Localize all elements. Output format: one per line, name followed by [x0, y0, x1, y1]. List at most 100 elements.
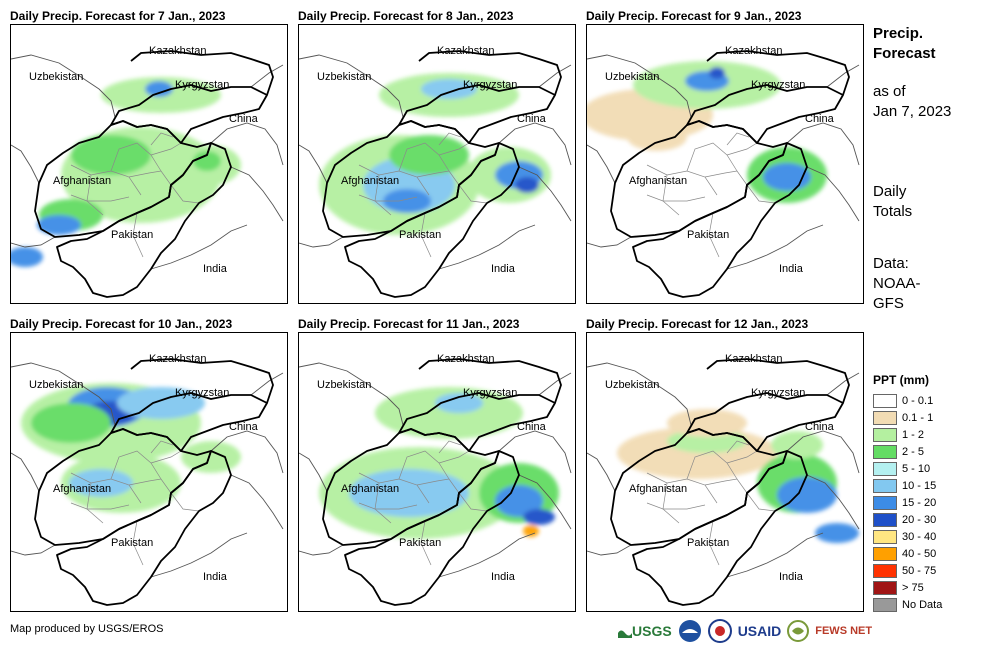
country-border [299, 54, 404, 118]
legend-item: > 75 [873, 579, 942, 596]
province-boundary [70, 194, 130, 202]
focus-country-outline [418, 358, 562, 404]
focus-country-outline [632, 142, 808, 298]
country-label-uzbekistan: Uzbekistan [317, 379, 372, 391]
panel-title: Daily Precip. Forecast for 9 Jan., 2023 [586, 9, 802, 23]
country-border [210, 122, 284, 166]
province-boundary [686, 142, 738, 172]
focus-country-outline [706, 358, 850, 404]
country-label-china: China [805, 113, 834, 125]
country-border [726, 224, 824, 270]
legend-item: 1 - 2 [873, 426, 942, 443]
legend-item: 0 - 0.1 [873, 392, 942, 409]
usaid-seal-icon [707, 619, 732, 643]
province-boundary [458, 492, 488, 512]
map-svg [299, 358, 572, 606]
forecast-panel-3: Daily Precip. Forecast for 9 Jan., 2023 … [586, 8, 866, 304]
forecast-map: Kazakhstan Uzbekistan Kyrgyzstan China Afgha… [298, 332, 576, 612]
legend-swatch [873, 461, 897, 476]
province-boundary [726, 132, 750, 146]
legend-label: 40 - 50 [902, 547, 937, 560]
province-boundary [438, 142, 470, 156]
forecast-map: Kazakhstan Uzbekistan Kyrgyzstan China Afgha… [10, 332, 288, 612]
map-svg [11, 50, 284, 298]
country-label-india: India [779, 571, 803, 583]
precip-legend: PPT (mm) 0 - 0.1 0.1 - 1 1 - 2 2 - 5 5 - 10 1… [873, 373, 942, 613]
precip-area [145, 81, 173, 97]
fewsnet-globe-icon [787, 620, 810, 642]
country-border [587, 452, 616, 492]
country-label-pakistan: Pakistan [399, 229, 442, 241]
country-label-india: India [491, 571, 515, 583]
legend-label: 50 - 75 [902, 564, 937, 577]
country-label-afghanistan: Afghanistan [341, 175, 400, 187]
usgs-wave-icon [618, 630, 632, 638]
precip-area [777, 477, 837, 513]
legend-label: 10 - 15 [902, 479, 937, 492]
country-border [826, 372, 860, 396]
country-border [299, 362, 404, 426]
legend-swatch [873, 597, 897, 612]
focus-country-outline [418, 50, 562, 96]
country-label-pakistan: Pakistan [687, 537, 730, 549]
country-border [538, 64, 572, 88]
legend-swatch [873, 512, 897, 527]
province-boundary [358, 502, 418, 510]
legend-swatch [873, 410, 897, 425]
focus-country-outline [706, 50, 850, 96]
map-svg [11, 358, 284, 606]
country-border [498, 122, 572, 166]
noaa-logo-icon [678, 620, 701, 642]
legend-item: 50 - 75 [873, 562, 942, 579]
country-border [587, 236, 632, 248]
province-boundary [704, 170, 748, 186]
legend-swatch [873, 580, 897, 595]
precip-area [523, 509, 555, 525]
panel-title: Daily Precip. Forecast for 10 Jan., 2023 [10, 317, 233, 331]
precip-area [389, 135, 469, 175]
country-label-pakistan: Pakistan [111, 537, 154, 549]
precip-area [815, 523, 859, 543]
province-boundary [110, 142, 162, 172]
country-border [826, 64, 860, 88]
country-label-pakistan: Pakistan [687, 229, 730, 241]
country-border [518, 474, 572, 530]
focus-country-outline [686, 392, 844, 452]
country-border [726, 532, 824, 578]
legend-swatch [873, 444, 897, 459]
panel-title: Daily Precip. Forecast for 7 Jan., 2023 [10, 9, 226, 23]
country-label-afghanistan: Afghanistan [53, 483, 112, 495]
legend-label: 0 - 0.1 [902, 394, 934, 407]
legend-swatch [873, 529, 897, 544]
forecast-map: Kazakhstan Uzbekistan Kyrgyzstan China Afgha… [586, 24, 864, 304]
legend-label: 0.1 - 1 [902, 411, 934, 424]
country-border [438, 532, 536, 578]
province-boundary [726, 450, 758, 464]
country-label-kyrgyzstan: Kyrgyzstan [175, 79, 230, 91]
legend-item: 30 - 40 [873, 528, 942, 545]
country-border [11, 362, 116, 426]
country-border [587, 54, 692, 118]
country-label-afghanistan: Afghanistan [53, 175, 112, 187]
precip-area [11, 247, 43, 267]
legend-label: 20 - 30 [902, 513, 937, 526]
country-label-afghanistan: Afghanistan [629, 483, 688, 495]
precip-area [69, 469, 133, 497]
country-border [150, 224, 248, 270]
legend-item: 10 - 15 [873, 477, 942, 494]
focus-country-outline [56, 450, 232, 606]
partner-logos: USGS USAID FEWS NET [618, 618, 872, 644]
country-label-pakistan: Pakistan [111, 229, 154, 241]
focus-country-outline [398, 392, 556, 452]
province-boundary [398, 450, 450, 480]
country-label-uzbekistan: Uzbekistan [605, 379, 660, 391]
precip-area [523, 525, 539, 537]
forecast-panel-6: Daily Precip. Forecast for 12 Jan., 2023… [586, 316, 866, 612]
province-boundary [150, 132, 174, 146]
country-label-china: China [517, 113, 546, 125]
forecast-map: Kazakhstan Uzbekistan Kyrgyzstan China Afgha… [586, 332, 864, 612]
precip-field [319, 387, 559, 539]
legend-label: 1 - 2 [902, 428, 925, 441]
country-border [538, 372, 572, 396]
country-border [299, 452, 328, 492]
